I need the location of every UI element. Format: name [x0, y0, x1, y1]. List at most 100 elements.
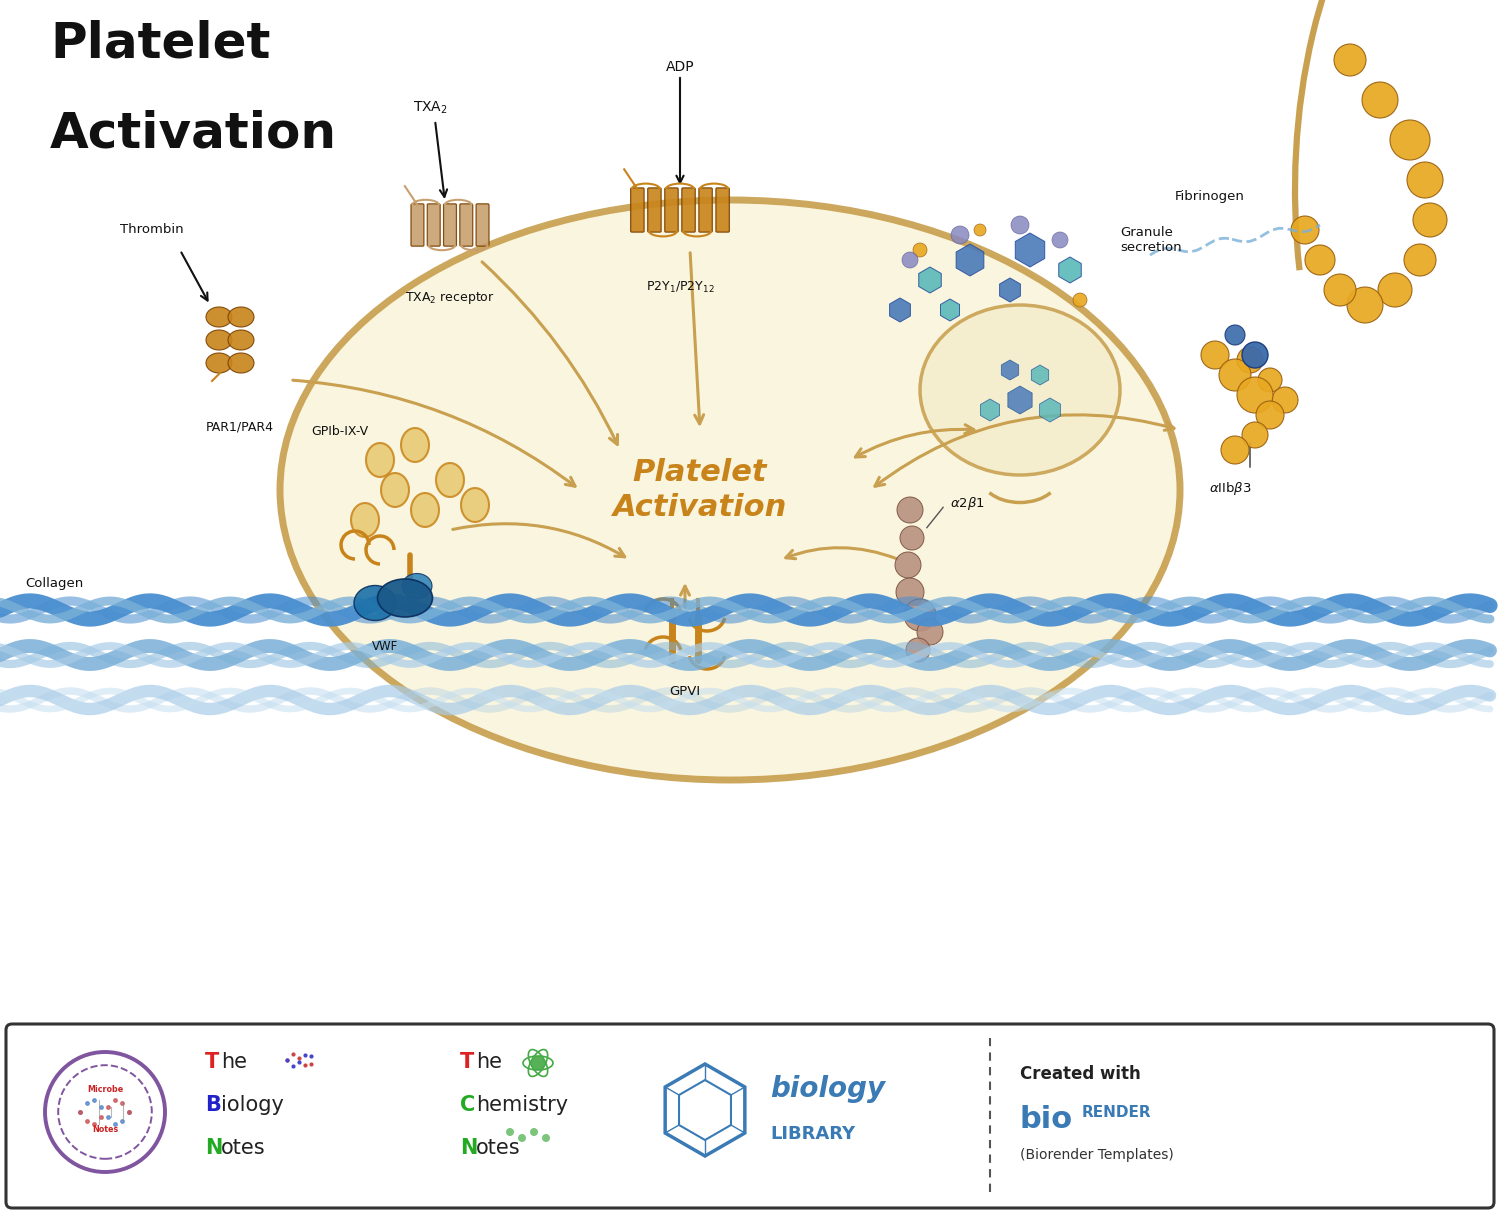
Polygon shape [940, 299, 960, 321]
Circle shape [1221, 436, 1250, 463]
Polygon shape [366, 443, 394, 477]
Polygon shape [436, 463, 463, 497]
Circle shape [1404, 244, 1435, 276]
Polygon shape [956, 244, 984, 276]
Text: TXA$_2$: TXA$_2$ [413, 100, 447, 116]
Text: Microbe: Microbe [87, 1085, 123, 1095]
Polygon shape [1059, 257, 1082, 283]
Circle shape [1407, 162, 1443, 198]
Ellipse shape [228, 353, 254, 373]
Circle shape [1202, 341, 1228, 369]
Polygon shape [381, 473, 410, 507]
Polygon shape [999, 278, 1020, 302]
Text: GPVI: GPVI [669, 685, 700, 698]
Circle shape [897, 497, 922, 523]
Circle shape [1305, 244, 1335, 275]
Text: Thrombin: Thrombin [120, 224, 183, 236]
Polygon shape [1032, 365, 1048, 385]
Ellipse shape [206, 307, 232, 327]
Ellipse shape [206, 330, 232, 350]
Circle shape [1324, 273, 1356, 306]
Text: Platelet: Platelet [50, 21, 270, 68]
Text: Activation: Activation [50, 110, 338, 159]
Circle shape [896, 578, 924, 606]
Circle shape [1292, 217, 1318, 244]
Circle shape [506, 1128, 515, 1136]
Text: $\alpha$IIb$\beta$3: $\alpha$IIb$\beta$3 [1209, 480, 1251, 497]
Circle shape [1413, 203, 1448, 237]
Text: iology: iology [220, 1095, 284, 1114]
Ellipse shape [206, 353, 232, 373]
FancyBboxPatch shape [6, 1024, 1494, 1208]
Polygon shape [351, 503, 380, 537]
Ellipse shape [920, 305, 1120, 476]
Text: bio: bio [1020, 1105, 1072, 1134]
Ellipse shape [378, 580, 432, 617]
Circle shape [45, 1051, 165, 1172]
Text: N: N [460, 1137, 477, 1158]
FancyBboxPatch shape [444, 203, 456, 246]
Text: TXA$_2$ receptor: TXA$_2$ receptor [405, 290, 495, 306]
Circle shape [530, 1128, 538, 1136]
Circle shape [1226, 325, 1245, 345]
Text: he: he [220, 1051, 248, 1072]
Ellipse shape [402, 574, 432, 599]
Text: Notes: Notes [92, 1125, 118, 1135]
Text: Granule
secretion: Granule secretion [1120, 226, 1182, 254]
Polygon shape [1008, 386, 1032, 414]
Circle shape [1347, 287, 1383, 323]
Circle shape [902, 252, 918, 267]
Text: Collagen: Collagen [26, 577, 84, 590]
Text: Platelet
Activation: Platelet Activation [614, 457, 788, 523]
Ellipse shape [228, 330, 254, 350]
Polygon shape [1002, 361, 1019, 380]
Circle shape [1220, 359, 1251, 391]
Circle shape [542, 1134, 550, 1142]
FancyBboxPatch shape [648, 188, 662, 232]
Circle shape [1072, 293, 1088, 307]
Text: (Biorender Templates): (Biorender Templates) [1020, 1148, 1173, 1162]
Circle shape [904, 599, 936, 630]
Circle shape [1258, 368, 1282, 392]
Circle shape [1334, 44, 1366, 76]
Text: he: he [476, 1051, 502, 1072]
Text: ADP: ADP [666, 60, 694, 74]
FancyBboxPatch shape [716, 188, 729, 232]
Circle shape [1272, 387, 1298, 413]
FancyBboxPatch shape [476, 203, 489, 246]
Polygon shape [981, 399, 999, 421]
Text: Created with: Created with [1020, 1065, 1140, 1083]
Circle shape [916, 620, 944, 645]
Polygon shape [1016, 234, 1044, 267]
Circle shape [914, 243, 927, 257]
FancyBboxPatch shape [664, 188, 678, 232]
Circle shape [896, 552, 921, 578]
Text: P2Y$_1$/P2Y$_{12}$: P2Y$_1$/P2Y$_{12}$ [645, 280, 714, 295]
Circle shape [974, 224, 986, 236]
Text: otes: otes [220, 1137, 266, 1158]
FancyBboxPatch shape [460, 203, 472, 246]
Ellipse shape [228, 307, 254, 327]
Ellipse shape [354, 586, 396, 621]
Circle shape [1256, 401, 1284, 430]
FancyBboxPatch shape [427, 203, 439, 246]
Text: LIBRARY: LIBRARY [770, 1125, 855, 1143]
Polygon shape [400, 428, 429, 462]
Text: B: B [206, 1095, 220, 1114]
Circle shape [951, 226, 969, 244]
Polygon shape [411, 492, 440, 528]
Circle shape [1390, 120, 1429, 160]
Circle shape [58, 1065, 152, 1159]
Circle shape [531, 1056, 544, 1070]
Polygon shape [890, 298, 910, 322]
Text: Fibrinogen: Fibrinogen [1174, 190, 1245, 203]
Circle shape [1238, 347, 1263, 373]
Circle shape [1242, 422, 1268, 448]
Text: RENDER: RENDER [1082, 1105, 1152, 1120]
Text: PAR1/PAR4: PAR1/PAR4 [206, 420, 274, 433]
Text: otes: otes [476, 1137, 520, 1158]
FancyBboxPatch shape [411, 203, 424, 246]
Circle shape [1238, 378, 1274, 413]
Polygon shape [1040, 398, 1060, 422]
Text: $\alpha$2$\beta$1: $\alpha$2$\beta$1 [950, 495, 986, 512]
